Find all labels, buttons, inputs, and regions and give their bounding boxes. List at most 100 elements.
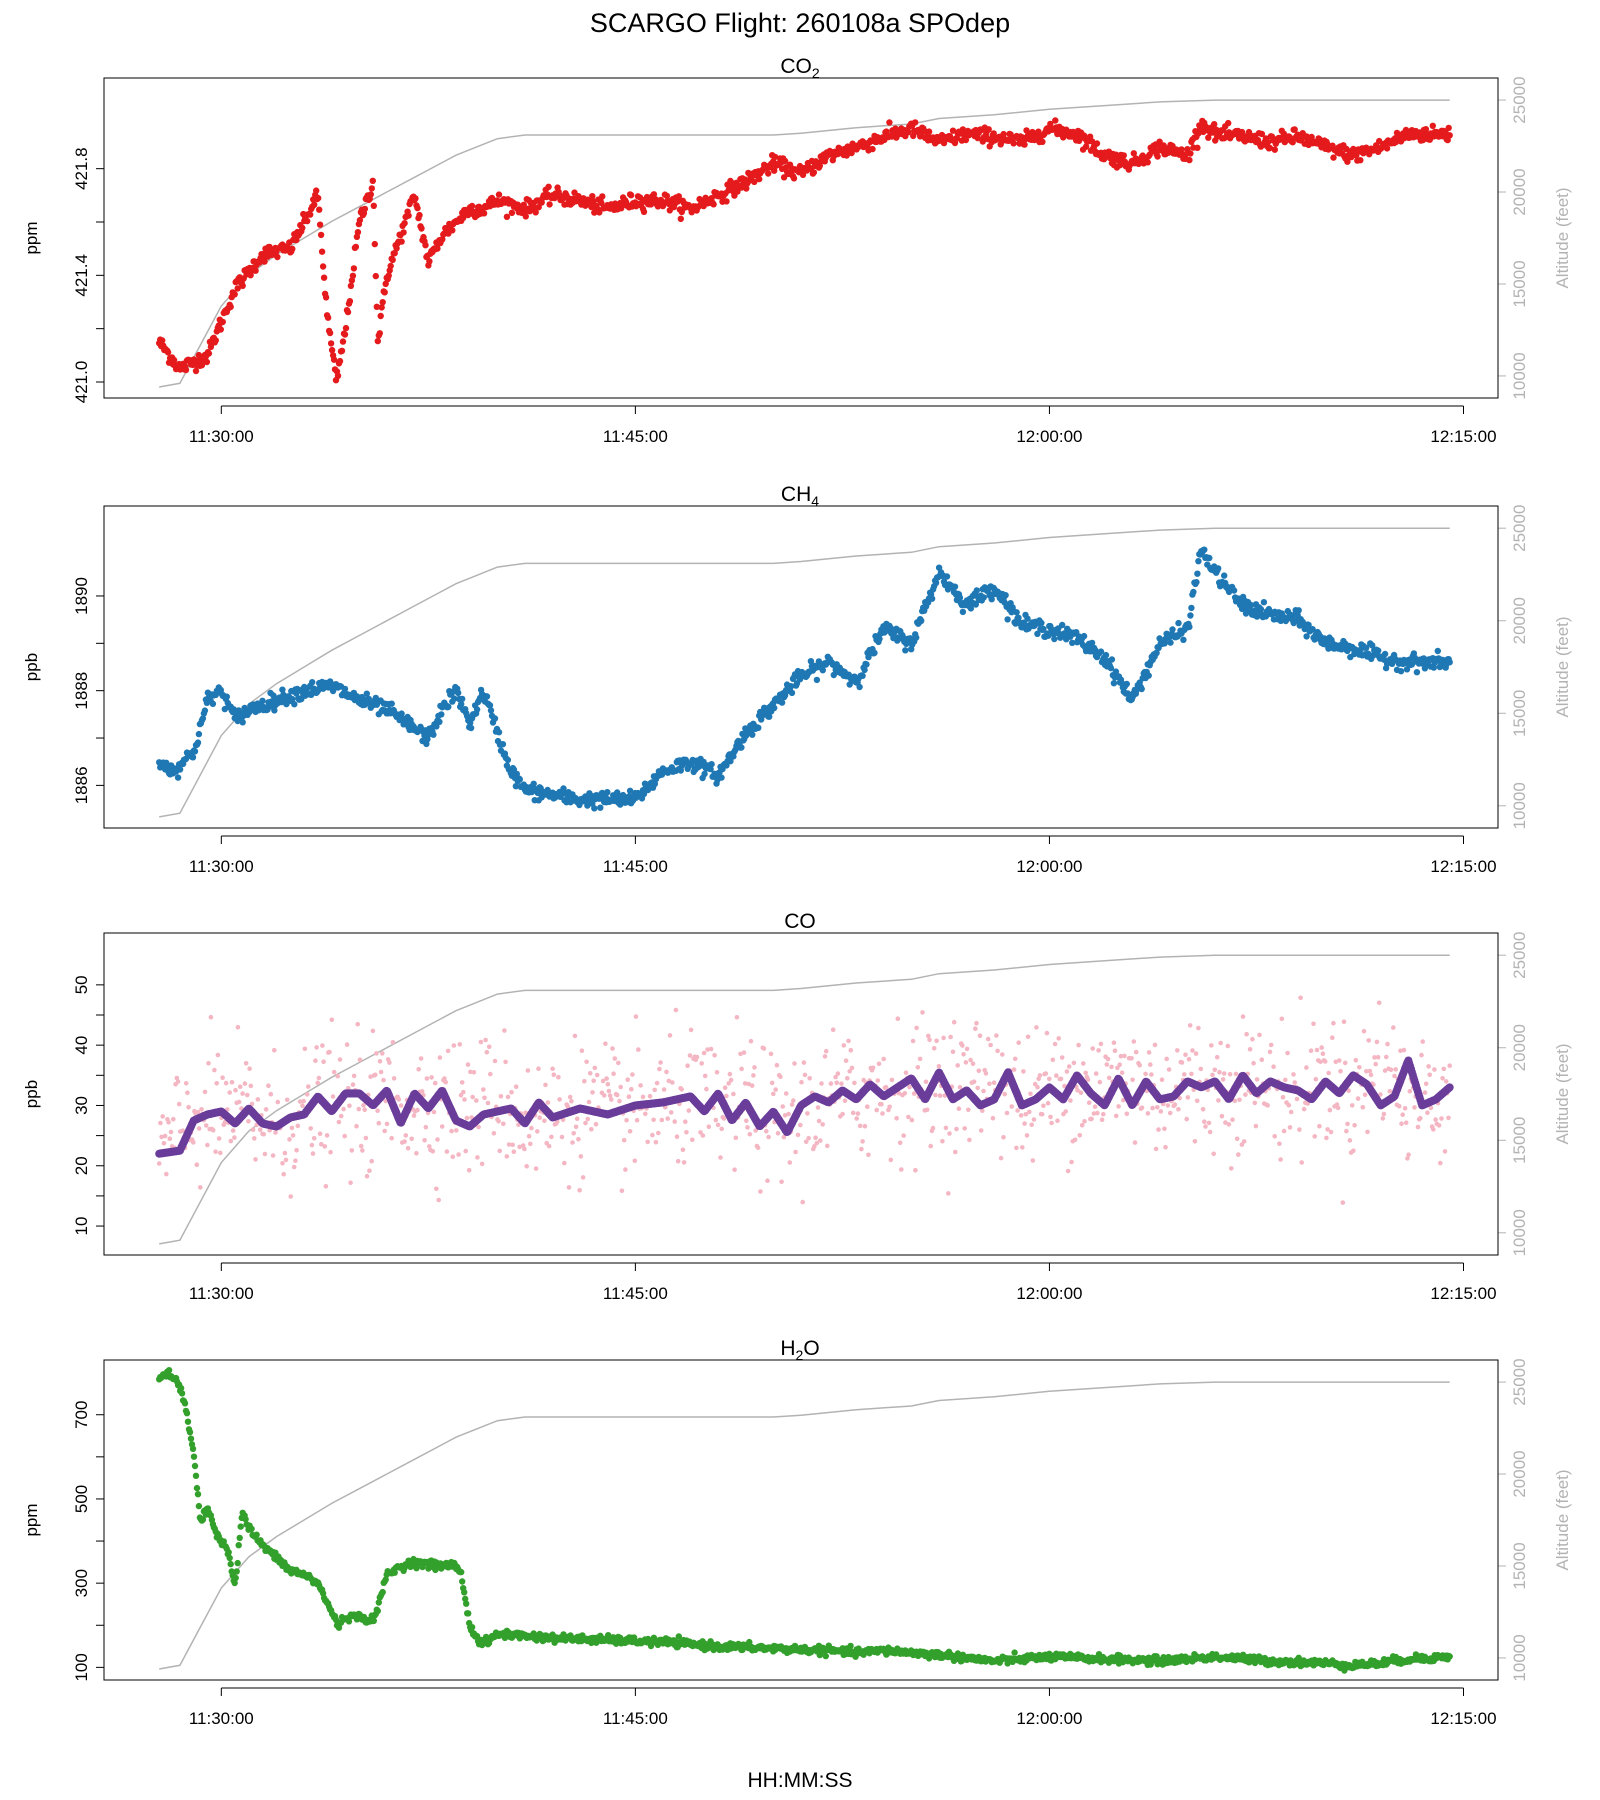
data-point (202, 1089, 208, 1095)
y-tick-label: 30 (72, 1096, 91, 1115)
data-point (1122, 1053, 1127, 1059)
plot-area (155, 954, 1454, 1245)
data-point (1286, 1102, 1292, 1108)
data-point (1124, 1111, 1130, 1117)
data-point (570, 1140, 575, 1145)
data-point (1198, 1066, 1204, 1072)
data-point (1076, 1042, 1081, 1048)
data-point (569, 1098, 574, 1104)
data-point (1083, 1070, 1088, 1076)
data-point (594, 1072, 600, 1078)
data-point (1023, 1112, 1029, 1117)
data-point (1002, 592, 1009, 599)
data-point (194, 739, 202, 746)
data-point (189, 754, 197, 761)
panel-1: CO2421.0421.4421.8ppm1000015000200002500… (22, 55, 1572, 446)
panel-title-main: CO (780, 55, 812, 78)
data-point (356, 1106, 362, 1112)
data-point (1364, 1069, 1369, 1074)
data-point (511, 1149, 517, 1154)
data-point (876, 635, 883, 643)
data-point (728, 179, 735, 186)
data-point (513, 1084, 519, 1089)
data-point (1272, 1134, 1277, 1139)
y-tick-label: 20 (72, 1156, 91, 1175)
data-point (1111, 1040, 1117, 1045)
data-point (621, 1137, 627, 1143)
figure-title: SCARGO Flight: 260108a SPOdep (590, 8, 1010, 38)
data-point (551, 1072, 557, 1077)
data-point (302, 1046, 308, 1052)
data-point (910, 1038, 916, 1044)
data-point (1288, 1109, 1294, 1115)
data-point (1153, 649, 1160, 657)
data-point (309, 1142, 315, 1148)
data-point (771, 153, 779, 161)
data-point (480, 210, 488, 217)
data-point (1002, 1091, 1007, 1097)
data-point (1361, 1028, 1367, 1034)
data-point (816, 1118, 822, 1124)
data-point (1172, 1102, 1178, 1107)
data-point (1392, 1073, 1397, 1079)
data-point (1152, 1042, 1158, 1048)
data-point (914, 1025, 919, 1031)
data-point (1428, 1105, 1434, 1111)
data-point (248, 1083, 254, 1089)
data-point (362, 1107, 368, 1112)
data-point (598, 199, 605, 207)
data-point (371, 240, 378, 248)
data-point (222, 1119, 228, 1125)
data-point (1138, 685, 1145, 693)
data-point (487, 707, 495, 714)
x-axis: 11:30:00 11:45:00 12:00:00 12:15:00 (189, 405, 1497, 446)
data-point (875, 1078, 881, 1083)
data-point (731, 1091, 736, 1097)
data-point (1050, 1057, 1056, 1063)
data-point (924, 1107, 930, 1113)
data-point (612, 1056, 618, 1061)
data-point (1190, 588, 1197, 596)
data-point (1018, 1113, 1024, 1118)
data-point (870, 1065, 876, 1071)
data-point (1301, 1106, 1307, 1112)
data-point (328, 1149, 333, 1155)
data-point (611, 1071, 616, 1076)
data-point (715, 1122, 721, 1128)
data-point (1202, 1119, 1207, 1124)
data-point (1098, 1041, 1104, 1047)
data-point (1319, 1045, 1324, 1050)
data-point (1000, 130, 1007, 138)
data-point (257, 1127, 263, 1132)
data-point (1214, 1054, 1220, 1060)
data-point (834, 1080, 839, 1086)
data-point (471, 1070, 477, 1075)
data-point (327, 1049, 332, 1055)
data-point (627, 192, 635, 199)
data-point (1372, 1055, 1377, 1060)
data-point (401, 220, 408, 227)
data-point (304, 1092, 310, 1097)
data-point (1131, 1039, 1137, 1044)
data-point (319, 263, 327, 270)
data-point (1091, 1111, 1097, 1116)
data-point (495, 191, 503, 198)
data-point (1247, 601, 1255, 609)
data-point (1412, 1105, 1417, 1110)
data-point (311, 1136, 317, 1141)
data-point (481, 1087, 486, 1092)
right-tick-label: 25000 (1510, 505, 1529, 552)
data-point (1396, 1103, 1402, 1109)
data-point (326, 329, 334, 337)
data-point (1090, 1046, 1095, 1051)
data-point (1176, 1107, 1181, 1112)
data-point (766, 713, 773, 720)
right-axis-title: Altitude (feet) (1553, 187, 1572, 288)
data-point (1180, 636, 1187, 643)
data-point (1267, 1049, 1273, 1055)
data-point (567, 1094, 573, 1100)
data-point (196, 1126, 202, 1131)
data-point (338, 347, 346, 354)
data-point (1438, 1160, 1443, 1166)
data-point (574, 1116, 580, 1121)
